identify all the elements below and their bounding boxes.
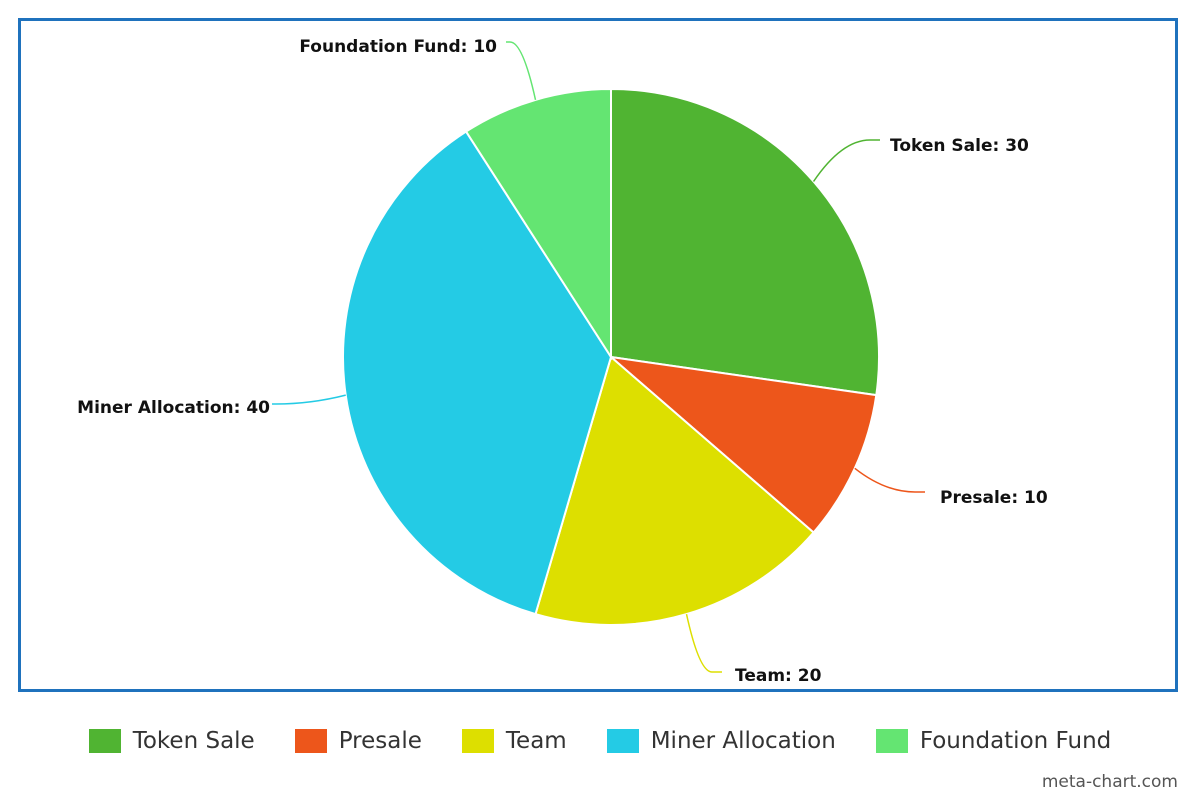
legend-swatch (606, 729, 639, 753)
legend-swatch (461, 729, 494, 753)
connector-token-sale (812, 139, 880, 182)
connector-presale (854, 467, 925, 493)
legend-item-foundation-fund[interactable]: Foundation Fund (875, 728, 1112, 754)
data-label-presale: Presale: 10 (940, 488, 1048, 508)
legend-swatch (294, 729, 327, 753)
legend-label: Miner Allocation (650, 728, 836, 754)
legend: Token Sale Presale Team Miner Allocation Fou… (0, 728, 1200, 754)
data-label-foundation-fund: Foundation Fund: 10 (299, 37, 497, 57)
legend-item-presale[interactable]: Presale (294, 728, 422, 754)
legend-item-miner-allocation[interactable]: Miner Allocation (606, 728, 836, 754)
legend-item-team[interactable]: Team (461, 728, 567, 754)
connector-miner-allocation (272, 394, 346, 405)
legend-label: Foundation Fund (919, 728, 1112, 754)
connector-team (685, 613, 722, 673)
pie-slice-team[interactable] (534, 355, 815, 626)
data-label-token-sale: Token Sale: 30 (890, 136, 1029, 156)
legend-label: Presale (338, 728, 422, 754)
legend-label: Team (505, 728, 567, 754)
legend-swatch (875, 729, 908, 753)
legend-item-token-sale[interactable]: Token Sale (88, 728, 255, 754)
pie-slice-token-sale[interactable] (610, 87, 880, 397)
legend-label: Token Sale (132, 728, 255, 754)
pie-slice-miner-allocation[interactable] (342, 130, 613, 616)
data-label-miner-allocation: Miner Allocation: 40 (77, 398, 270, 418)
data-label-team: Team: 20 (735, 666, 822, 686)
legend-swatch (88, 729, 121, 753)
connector-foundation-fund (506, 41, 537, 101)
watermark: meta-chart.com (1041, 772, 1178, 792)
